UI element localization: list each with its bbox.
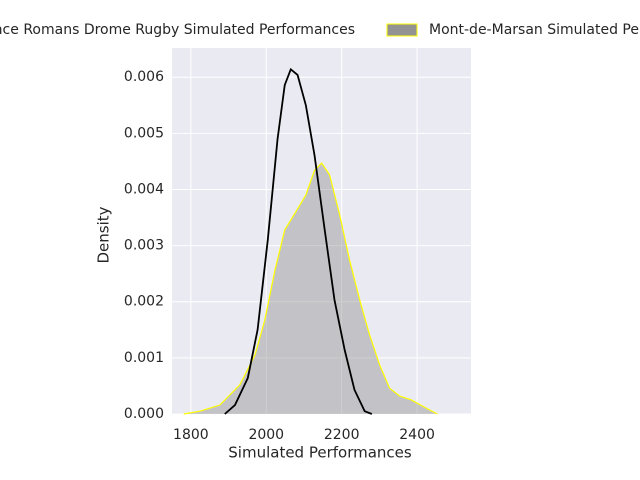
x-tick-label: 2400 — [399, 427, 435, 443]
y-tick-label: 0.000 — [124, 406, 164, 422]
legend-swatch — [386, 23, 418, 37]
y-axis-label: Density — [95, 206, 113, 263]
x-tick-label: 1800 — [173, 427, 209, 443]
y-tick-label: 0.005 — [124, 125, 164, 141]
legend-label: Valence Romans Drome Rugby Simulated Per… — [0, 22, 355, 38]
density-line — [224, 67, 373, 415]
y-tick-label: 0.006 — [124, 69, 164, 85]
x-tick-label: 2000 — [248, 427, 284, 443]
y-tick-label: 0.004 — [124, 181, 164, 197]
y-tick-label: 0.003 — [124, 238, 164, 254]
legend-label: Mont-de-Marsan Simulated Performances — [429, 22, 640, 38]
y-tick-label: 0.002 — [124, 294, 164, 310]
y-tick-label: 0.001 — [124, 350, 164, 366]
x-axis-label: Simulated Performances — [228, 444, 412, 462]
plot-background — [172, 48, 471, 414]
x-tick-label: 2200 — [324, 427, 360, 443]
